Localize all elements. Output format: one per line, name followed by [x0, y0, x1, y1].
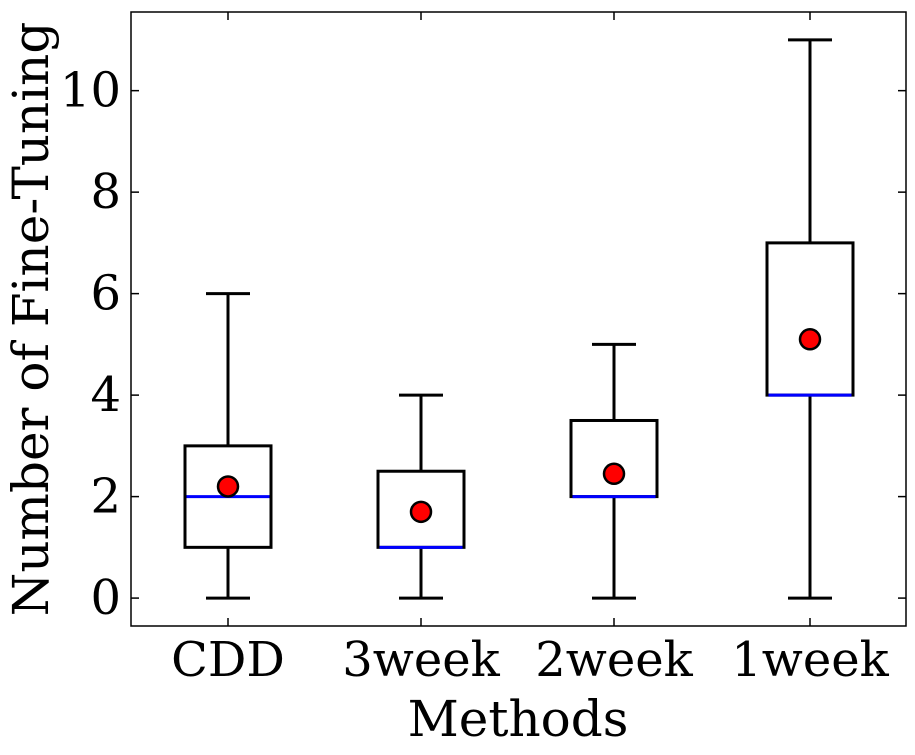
- mean-marker: [602, 462, 626, 486]
- x-tick-labels: CDD 3week 2week 1week: [171, 632, 890, 688]
- box-group-cdd: [183, 292, 273, 600]
- y-axis-label: Number of Fine-Tuning: [2, 22, 60, 617]
- y-tick-label: 4: [90, 367, 121, 423]
- x-tick-label: 1week: [731, 632, 889, 688]
- iqr-box: [765, 241, 855, 397]
- iqr-box: [569, 418, 659, 499]
- y-tick-labels: 0 2 4 6 8 10: [60, 63, 121, 626]
- box-group-2week: [569, 342, 659, 600]
- box-group-1week: [765, 38, 855, 600]
- x-tick-label: 2week: [535, 632, 693, 688]
- x-tick-label: CDD: [171, 632, 285, 688]
- y-tick-label: 8: [90, 164, 121, 220]
- y-tick-label: 10: [60, 63, 121, 119]
- x-axis-label: Methods: [408, 690, 629, 748]
- y-tick-label: 6: [90, 266, 121, 322]
- x-tick-label: 3week: [342, 632, 500, 688]
- plot-area-frame: [130, 11, 907, 627]
- iqr-box: [183, 444, 273, 549]
- tick-marks: [131, 12, 906, 626]
- mean-marker: [216, 475, 240, 498]
- mean-marker: [409, 500, 433, 524]
- y-tick-label: 2: [90, 469, 121, 525]
- y-tick-label: 0: [90, 570, 121, 626]
- boxes: [183, 38, 855, 600]
- mean-marker: [798, 328, 822, 351]
- box-group-3week: [376, 393, 466, 600]
